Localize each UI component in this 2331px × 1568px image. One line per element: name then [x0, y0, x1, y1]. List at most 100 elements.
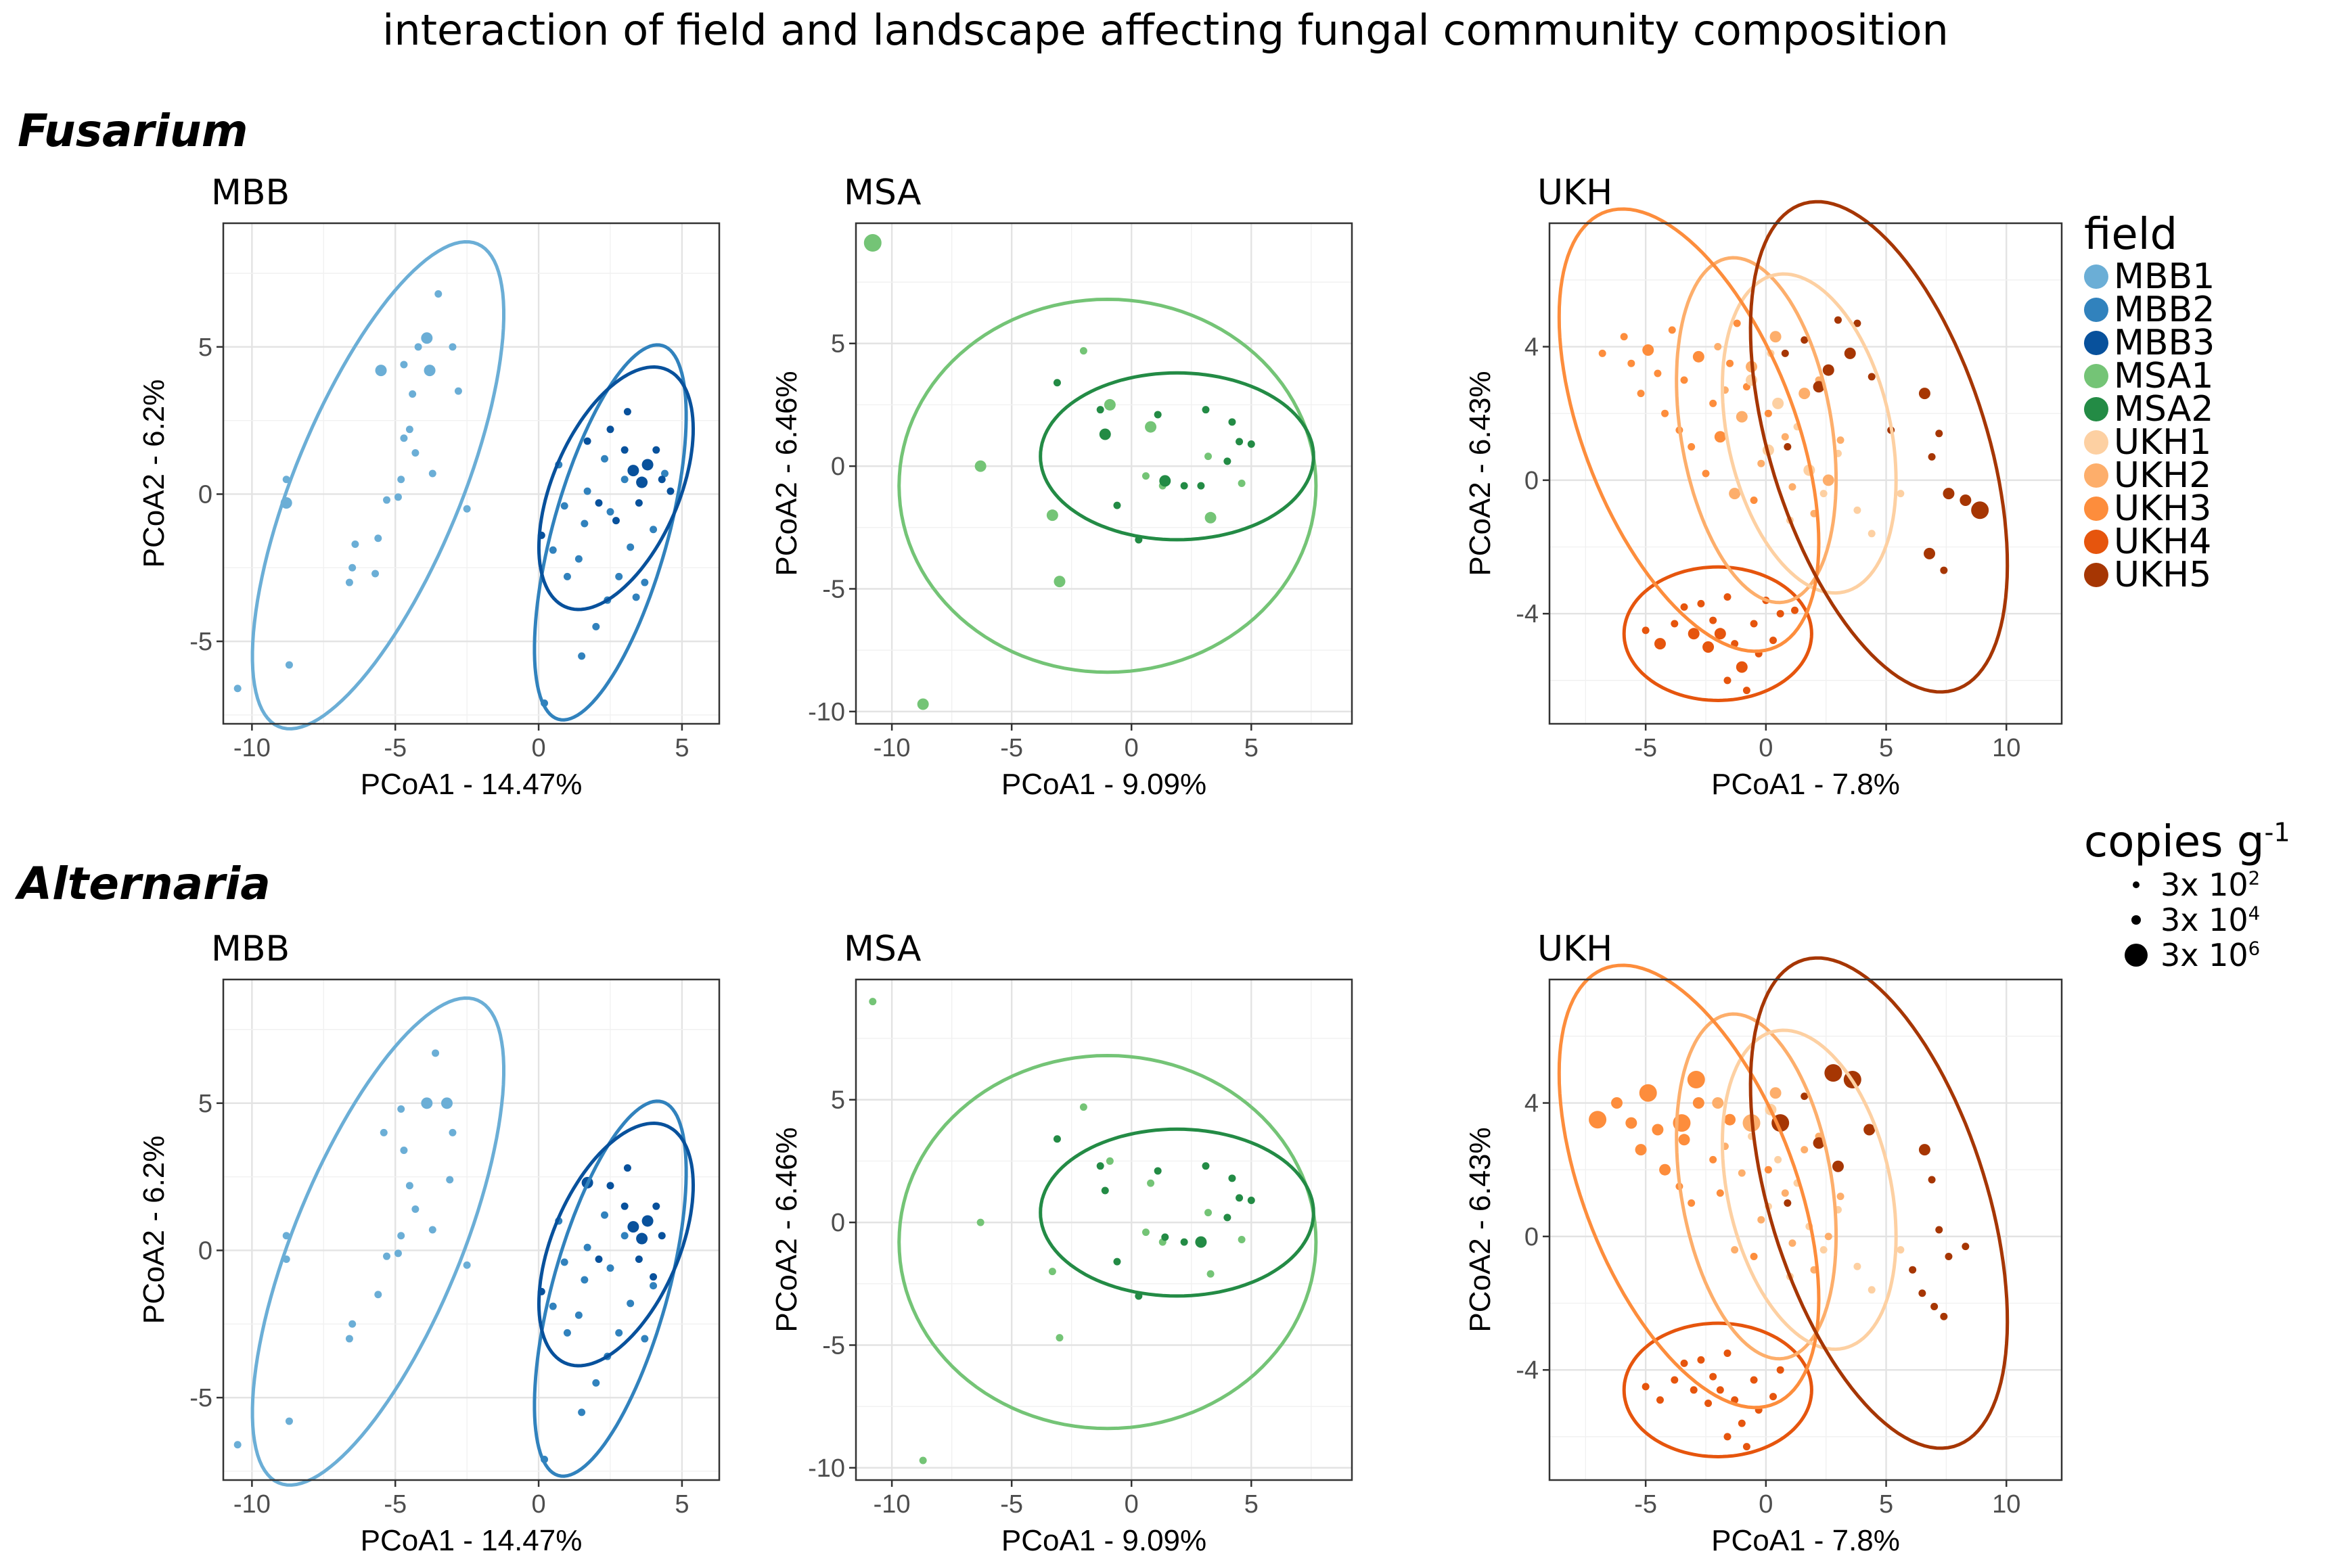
data-point-ukh2: [1824, 1232, 1832, 1241]
legend-item-msa2: MSA2: [2084, 389, 2215, 430]
data-point-mbb1: [375, 365, 387, 377]
data-point-mbb2: [615, 1329, 623, 1337]
y-tick-label: 4: [1524, 333, 1539, 362]
data-point-ukh5: [1801, 336, 1809, 344]
data-point-ukh4: [1776, 609, 1784, 618]
data-point-mbb2: [581, 1276, 589, 1284]
data-point-ukh3: [1692, 350, 1704, 363]
data-point-mbb2: [641, 1335, 649, 1343]
data-point-ukh5: [1853, 319, 1861, 327]
ellipse-msa1: [897, 297, 1318, 674]
data-point-ukh4: [1709, 616, 1717, 624]
ellipse-ukh5: [1748, 956, 2010, 1450]
legend-label: MSA2: [2114, 388, 2214, 430]
data-point-ukh3: [1716, 1189, 1724, 1197]
data-point-msa2: [1247, 1196, 1255, 1204]
legend-swatch: [2084, 562, 2108, 587]
data-point-ukh3: [1611, 1097, 1623, 1109]
data-point-mbb3: [635, 1255, 643, 1264]
size-legend-dot: [2125, 944, 2148, 967]
data-point-ukh5: [1940, 566, 1948, 574]
x-tick-label: 0: [1759, 734, 1773, 762]
x-tick-label: -5: [1634, 1490, 1657, 1519]
ellipse-ukh4: [1622, 565, 1813, 703]
data-point-mbb1: [397, 476, 405, 484]
data-point-mbb1: [371, 570, 380, 578]
data-point-ukh3: [1637, 390, 1645, 398]
data-point-ukh2: [1781, 433, 1789, 441]
legend-item-ukh4: UKH4: [2084, 522, 2215, 562]
data-point-ukh2: [1769, 1087, 1782, 1099]
data-point-mbb3: [627, 1221, 639, 1233]
data-point-msa1: [1206, 1270, 1215, 1278]
ellipse-mbb2: [533, 1099, 688, 1478]
data-point-mbb2: [601, 1211, 609, 1219]
data-point-msa2: [1161, 1233, 1169, 1241]
data-point-msa2: [1228, 418, 1236, 426]
data-point-mbb2: [560, 1258, 568, 1266]
x-tick-label: 5: [1879, 1490, 1893, 1519]
data-point-mbb3: [636, 476, 648, 488]
data-point-msa2: [1223, 457, 1231, 465]
y-tick-label: 0: [198, 1237, 212, 1265]
data-point-mbb3: [606, 1182, 614, 1190]
panel-title: UKH: [1537, 929, 1612, 969]
data-point-ukh3: [1661, 409, 1669, 417]
ellipse-ukh4: [1622, 1321, 1813, 1459]
data-point-ukh5: [1784, 443, 1792, 451]
data-point-mbb1: [428, 1226, 436, 1234]
data-point-mbb1: [424, 365, 436, 377]
y-tick-label: 0: [831, 1209, 845, 1237]
data-point-mbb2: [627, 1299, 635, 1308]
data-point-ukh4: [1716, 1386, 1724, 1394]
size-legend-item: 3x 106: [2121, 937, 2290, 973]
legend-swatch: [2084, 430, 2108, 455]
data-point-msa2: [1236, 1194, 1244, 1202]
data-point-msa2: [1053, 379, 1061, 387]
data-point-ukh3: [1750, 496, 1758, 504]
x-tick-label: 10: [1992, 734, 2020, 762]
data-point-msa2: [1159, 475, 1171, 487]
data-point-ukh3: [1652, 1124, 1664, 1136]
x-axis-label: PCoA1 - 9.09%: [1001, 1524, 1206, 1557]
x-tick-label: 5: [675, 1490, 689, 1519]
data-point-mbb1: [345, 578, 353, 586]
data-point-msa2: [1053, 1135, 1061, 1143]
data-point-mbb3: [620, 446, 629, 454]
y-axis-label: PCoA2 - 6.46%: [770, 371, 803, 576]
ellipse-msa2: [1039, 371, 1315, 542]
plot-background: [1549, 979, 2062, 1480]
data-point-ukh5: [1943, 488, 1955, 500]
data-point-msa1: [1238, 1236, 1246, 1244]
data-point-mbb1: [383, 1252, 391, 1260]
data-point-ukh3: [1688, 443, 1696, 451]
data-point-mbb3: [583, 437, 591, 445]
data-point-msa1: [1048, 1268, 1056, 1276]
field-legend: field MBB1 MBB2 MBB3 MSA1 MSA2 UKH1 UKH2 UKH3 UK…: [2084, 210, 2215, 595]
size-legend-item: 3x 102: [2121, 867, 2290, 903]
data-point-ukh4: [1750, 620, 1758, 628]
data-point-ukh1: [1819, 1246, 1828, 1254]
data-point-ukh3: [1709, 1155, 1717, 1163]
data-point-ukh4: [1769, 637, 1778, 645]
data-point-ukh5: [1801, 1092, 1809, 1101]
data-point-msa1: [974, 460, 987, 472]
data-point-ukh4: [1654, 638, 1666, 650]
y-tick-label: 0: [198, 480, 212, 509]
y-tick-label: 5: [831, 1086, 845, 1115]
data-point-mbb1: [414, 343, 422, 351]
y-axis-label: PCoA2 - 6.46%: [770, 1127, 803, 1332]
data-point-mbb1: [285, 661, 293, 669]
legend-swatch: [2084, 363, 2108, 388]
x-tick-label: -5: [1000, 734, 1023, 762]
size-legend-item: 3x 104: [2121, 902, 2290, 938]
legend-item-msa1: MSA1: [2084, 356, 2215, 396]
data-point-ukh3: [1642, 344, 1654, 356]
data-point-ukh3: [1750, 1252, 1758, 1260]
data-point-mbb2: [549, 1302, 557, 1310]
data-point-mbb3: [623, 1164, 631, 1172]
data-point-ukh5: [1928, 1176, 1936, 1184]
data-point-ukh5: [1834, 316, 1842, 324]
ellipse-ukh1: [1720, 272, 1898, 595]
